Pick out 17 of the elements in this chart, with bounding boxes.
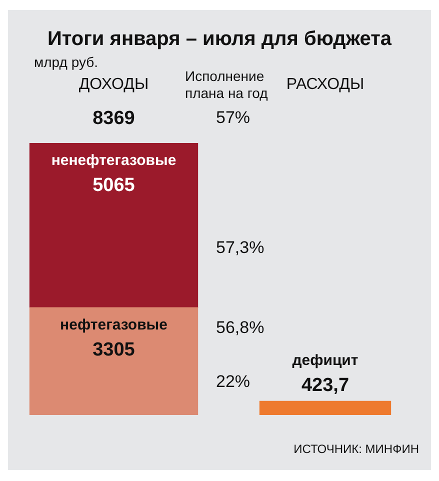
data-label: 423,7 [301, 375, 350, 396]
total-label: 8369 [92, 108, 136, 130]
annotation: 57,3% [216, 238, 264, 258]
x-tick-label: РАСХОДЫ [286, 76, 364, 93]
x-tick-label: ДОХОДЫ [78, 76, 149, 93]
text: 57% [216, 108, 250, 128]
data-label: 5065 [92, 175, 136, 196]
chart-title: Итоги января – июля для бюджета [46, 28, 393, 51]
series-label: ненефтегазовые [51, 152, 176, 169]
annotation: 56,8% [216, 318, 264, 338]
text: дефицит [292, 352, 358, 370]
series-label: нефтегазовые [60, 316, 168, 334]
annotation: 22% [216, 372, 250, 392]
data-label: 3305 [92, 340, 136, 361]
chart-subtitle: млрд руб. [34, 54, 98, 70]
text: ИСТОЧНИК: МИНФИН [294, 442, 419, 456]
text: Исполнение плана на год [185, 68, 268, 102]
